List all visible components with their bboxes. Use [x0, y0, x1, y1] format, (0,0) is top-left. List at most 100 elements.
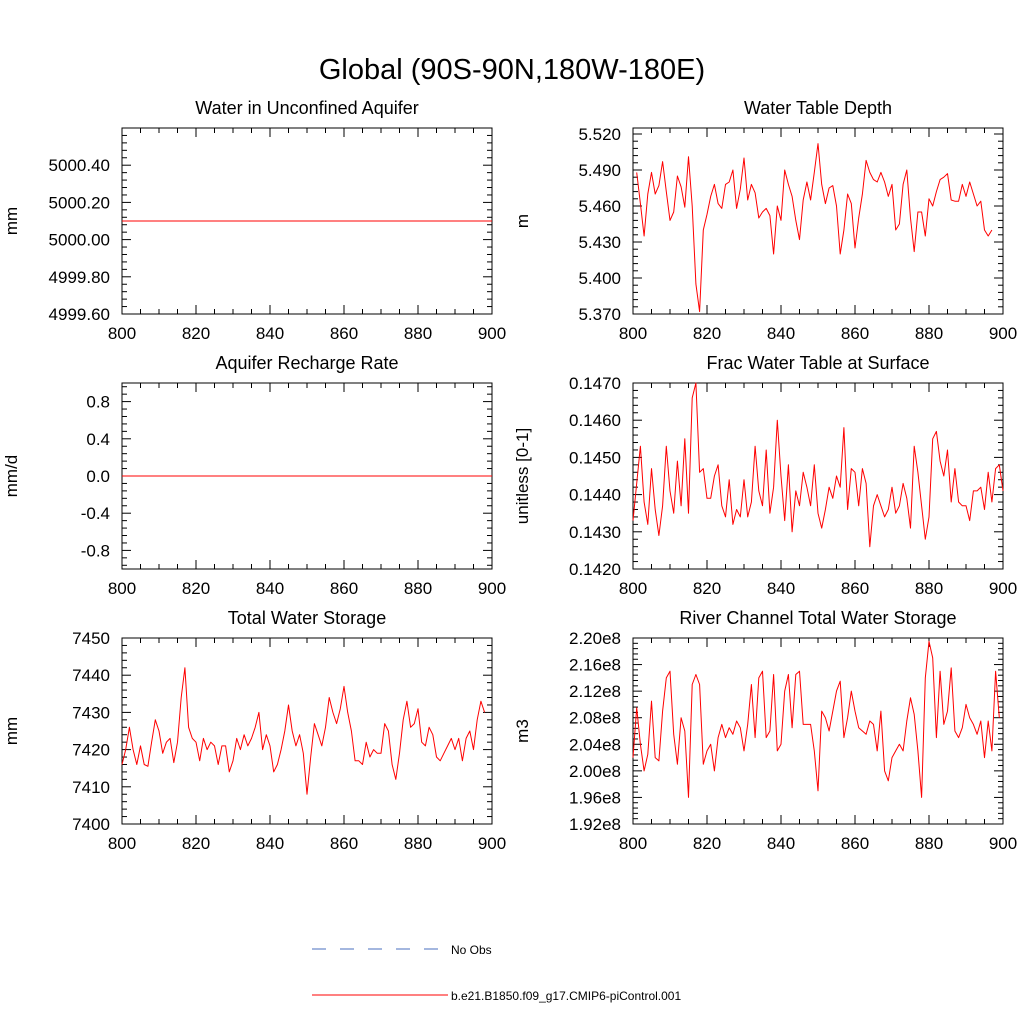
- y-tick-label: 2.16e8: [569, 656, 621, 675]
- y-axis-label: mm: [2, 717, 21, 745]
- y-axis-label: mm: [2, 207, 21, 235]
- x-tick-label: 860: [330, 834, 358, 853]
- x-tick-label: 880: [915, 579, 943, 598]
- panel-recharge-rate: Aquifer Recharge Rate mm/d 800 820 840 860 880…: [2, 353, 506, 598]
- x-tick-label: 800: [108, 834, 136, 853]
- y-tick-label: 0.1450: [569, 448, 621, 467]
- panel-total-water-storage: Total Water Storage mm 800 820 840 860 880 900 7…: [2, 608, 506, 853]
- x-tick-label: 880: [404, 579, 432, 598]
- x-tick-label: 860: [330, 579, 358, 598]
- x-tick-label: 880: [915, 834, 943, 853]
- x-tick-label: 900: [478, 324, 506, 343]
- panel-title: Total Water Storage: [228, 608, 386, 628]
- y-tick-label: 1.92e8: [569, 815, 621, 834]
- panels: Water in Unconfined Aquifer mm 800 820 840 86…: [2, 98, 1017, 853]
- x-tick-label: 880: [404, 834, 432, 853]
- x-tick-label: 820: [182, 579, 210, 598]
- y-tick-label: 0.1430: [569, 523, 621, 542]
- y-tick-label: 7410: [72, 778, 110, 797]
- x-tick-label: 800: [619, 324, 647, 343]
- panel-river-storage: River Channel Total Water Storage m3 800 82…: [513, 608, 1017, 853]
- y-tick-label: 5000.20: [49, 193, 110, 212]
- y-tick-label: 2.00e8: [569, 762, 621, 781]
- y-tick-label: 7420: [72, 741, 110, 760]
- y-tick-label: 0.8: [86, 393, 110, 412]
- panel-title: River Channel Total Water Storage: [679, 608, 956, 628]
- y-axis-label: m3: [513, 719, 532, 743]
- x-tick-label: 900: [478, 834, 506, 853]
- y-axis-label: mm/d: [2, 455, 21, 498]
- panel-title: Water in Unconfined Aquifer: [195, 98, 418, 118]
- y-tick-label: -0.8: [81, 541, 110, 560]
- y-tick-label: 5.460: [578, 197, 621, 216]
- x-tick-label: 800: [108, 579, 136, 598]
- y-tick-label: 5.370: [578, 305, 621, 324]
- plot-frame: [632, 127, 1004, 315]
- legend-obs-label: No Obs: [451, 943, 492, 957]
- y-tick-label: 2.20e8: [569, 629, 621, 648]
- figure-title: Global (90S-90N,180W-180E): [319, 54, 705, 86]
- series-line-model: [636, 143, 993, 313]
- y-tick-label: 7440: [72, 666, 110, 685]
- panel-title: Frac Water Table at Surface: [706, 353, 929, 373]
- x-tick-label: 900: [989, 324, 1017, 343]
- legend-model-label: b.e21.B1850.f09_g17.CMIP6-piControl.001: [451, 989, 681, 1003]
- x-tick-label: 860: [330, 324, 358, 343]
- y-tick-label: 2.12e8: [569, 682, 621, 701]
- plot-frame: [632, 382, 1004, 570]
- x-tick-label: 820: [693, 579, 721, 598]
- y-tick-label: 5000.40: [49, 156, 110, 175]
- y-tick-label: 2.04e8: [569, 735, 621, 754]
- x-tick-label: 860: [841, 324, 869, 343]
- x-tick-label: 860: [841, 834, 869, 853]
- y-axis-label: m: [513, 214, 532, 228]
- panel-title: Water Table Depth: [744, 98, 892, 118]
- panel-water-table-depth: Water Table Depth m 800 820 840 860 880 900 5.37…: [513, 98, 1017, 343]
- x-tick-label: 820: [182, 834, 210, 853]
- x-tick-label: 900: [478, 579, 506, 598]
- series-line-model: [632, 640, 1000, 798]
- y-tick-label: 5.430: [578, 233, 621, 252]
- x-tick-label: 800: [108, 324, 136, 343]
- x-tick-label: 820: [182, 324, 210, 343]
- x-tick-label: 840: [767, 834, 795, 853]
- y-tick-label: 0.0: [86, 467, 110, 486]
- y-tick-label: 7400: [72, 815, 110, 834]
- y-tick-label: 0.1420: [569, 560, 621, 579]
- x-tick-label: 900: [989, 834, 1017, 853]
- y-axis-label: unitless [0-1]: [513, 428, 532, 524]
- y-tick-label: 7450: [72, 629, 110, 648]
- y-tick-label: 5.520: [578, 125, 621, 144]
- x-tick-label: 840: [256, 834, 284, 853]
- y-tick-label: -0.4: [81, 504, 110, 523]
- y-tick-label: 7430: [72, 703, 110, 722]
- y-tick-label: 0.1440: [569, 486, 621, 505]
- x-tick-label: 820: [693, 834, 721, 853]
- x-tick-label: 800: [619, 834, 647, 853]
- x-tick-label: 820: [693, 324, 721, 343]
- y-tick-label: 5000.00: [49, 231, 110, 250]
- y-tick-label: 0.1470: [569, 374, 621, 393]
- y-tick-label: 4999.60: [49, 305, 110, 324]
- y-tick-label: 0.1460: [569, 411, 621, 430]
- y-tick-label: 1.96e8: [569, 788, 621, 807]
- x-tick-label: 900: [989, 579, 1017, 598]
- x-tick-label: 840: [256, 579, 284, 598]
- x-tick-label: 880: [404, 324, 432, 343]
- plot-frame: [121, 637, 493, 825]
- x-tick-label: 800: [619, 579, 647, 598]
- x-tick-label: 840: [256, 324, 284, 343]
- x-tick-label: 880: [915, 324, 943, 343]
- x-tick-label: 840: [767, 324, 795, 343]
- panel-title: Aquifer Recharge Rate: [215, 353, 398, 373]
- panel-frac-water-table: Frac Water Table at Surface unitless [0-1…: [513, 353, 1017, 598]
- y-tick-label: 5.490: [578, 161, 621, 180]
- series-line-model: [632, 382, 1004, 548]
- panel-aquifer-water: Water in Unconfined Aquifer mm 800 820 840 86…: [2, 98, 506, 343]
- legend: No Obs b.e21.B1850.f09_g17.CMIP6-piContr…: [312, 943, 681, 1003]
- y-tick-label: 0.4: [86, 430, 110, 449]
- x-tick-label: 840: [767, 579, 795, 598]
- series-line-model: [121, 667, 486, 795]
- y-tick-label: 2.08e8: [569, 709, 621, 728]
